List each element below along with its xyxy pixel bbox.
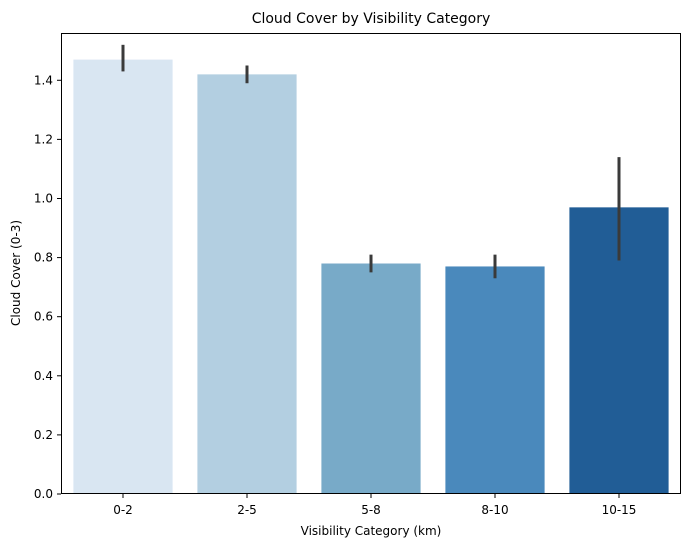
- bar-0-2: [73, 59, 173, 494]
- y-tick-label-0.4: 0.4: [34, 369, 53, 383]
- x-tick-label-5-8: 5-8: [361, 503, 381, 517]
- y-axis-label: Cloud Cover (0-3): [9, 220, 23, 326]
- x-axis-label: Visibility Category (km): [301, 524, 442, 538]
- x-tick-label-10-15: 10-15: [602, 503, 637, 517]
- x-tick-label-8-10: 8-10: [481, 503, 508, 517]
- y-tick-label-0.0: 0.0: [34, 487, 53, 501]
- error-bars-layer: [121, 44, 621, 279]
- bar-2-5: [197, 74, 297, 494]
- bar-5-8: [321, 263, 421, 494]
- axes-layer: [61, 33, 681, 494]
- bar-8-10: [445, 266, 545, 494]
- bars-layer: [73, 59, 669, 494]
- y-ticks-layer: 0.0 0.2 0.4 0.6 0.8 1.0 1.2 1.4: [34, 73, 61, 501]
- y-tick-label-1.2: 1.2: [34, 132, 53, 146]
- y-tick-label-0.6: 0.6: [34, 310, 53, 324]
- y-tick-label-0.8: 0.8: [34, 251, 53, 265]
- plot-frame: [61, 33, 681, 494]
- chart-title: Cloud Cover by Visibility Category: [252, 11, 491, 27]
- y-tick-label-1.4: 1.4: [34, 73, 53, 87]
- x-tick-label-2-5: 2-5: [237, 503, 257, 517]
- x-tick-label-0-2: 0-2: [113, 503, 133, 517]
- x-ticks-layer: 0-2 2-5 5-8 8-10 10-15: [113, 494, 636, 517]
- y-tick-label-1.0: 1.0: [34, 191, 53, 205]
- y-tick-label-0.2: 0.2: [34, 428, 53, 442]
